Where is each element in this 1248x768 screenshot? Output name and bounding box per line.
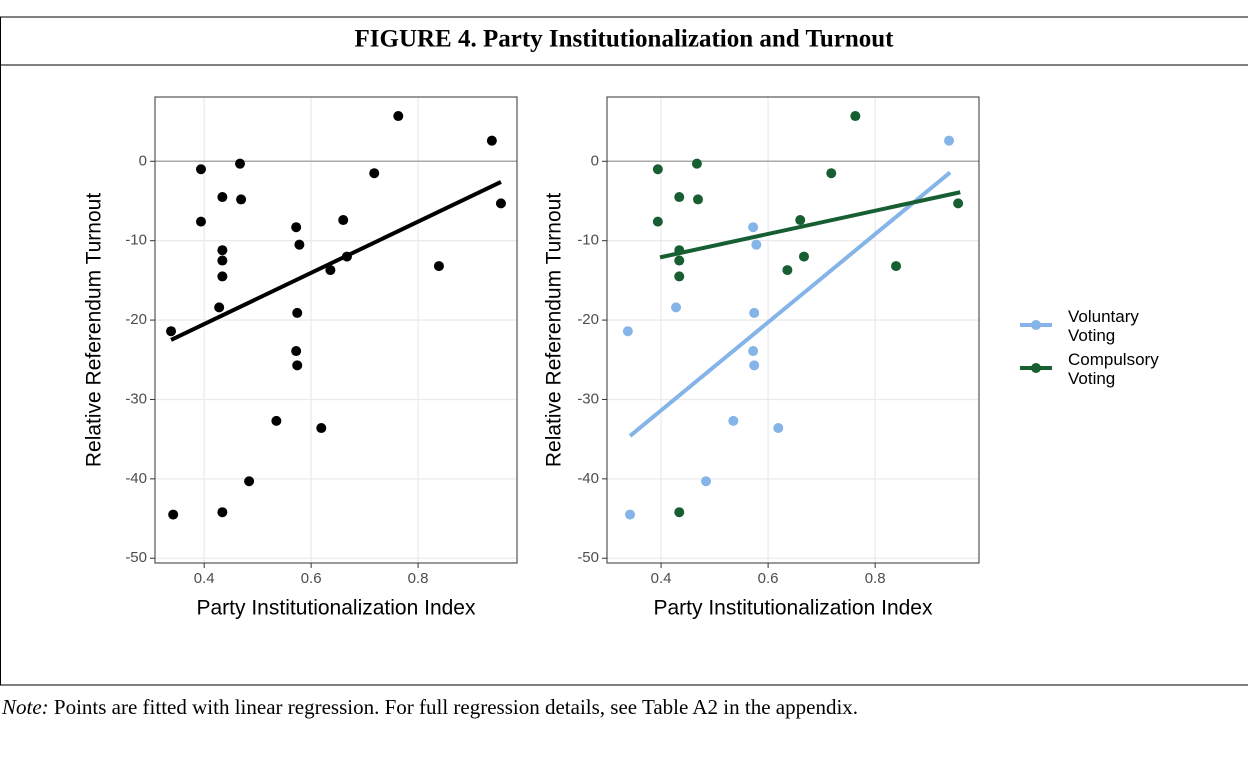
point bbox=[953, 198, 964, 209]
x-tick-label: 0.4 bbox=[651, 570, 672, 587]
y-axis-label: Relative Referendum Turnout bbox=[543, 193, 566, 467]
fit-line bbox=[170, 180, 502, 342]
figure-title: FIGURE 4. Party Institutionalization and… bbox=[355, 26, 895, 53]
point bbox=[291, 346, 302, 357]
point bbox=[701, 476, 712, 487]
point bbox=[674, 255, 685, 266]
point bbox=[691, 158, 702, 169]
point bbox=[622, 326, 633, 337]
point bbox=[671, 302, 682, 313]
point bbox=[316, 423, 327, 434]
x-axis-label: Party Institutionalization Index bbox=[197, 597, 476, 620]
plot-border bbox=[606, 96, 980, 564]
point bbox=[292, 307, 303, 318]
point bbox=[217, 245, 228, 256]
point bbox=[292, 360, 303, 371]
y-axis-label: Relative Referendum Turnout bbox=[83, 193, 106, 467]
point bbox=[433, 261, 444, 272]
y-tick-label: 0 bbox=[591, 152, 599, 169]
plot-border bbox=[154, 96, 518, 564]
point bbox=[217, 192, 228, 203]
point bbox=[166, 326, 177, 337]
point bbox=[850, 111, 861, 122]
legend-key-point bbox=[1031, 320, 1041, 330]
y-tick-label: -40 bbox=[125, 470, 147, 487]
fit-line bbox=[659, 190, 961, 260]
point bbox=[692, 194, 703, 205]
point bbox=[826, 168, 837, 179]
point bbox=[674, 507, 685, 518]
note-label: Note: bbox=[2, 695, 49, 719]
point bbox=[294, 239, 305, 250]
point bbox=[891, 261, 902, 272]
point bbox=[674, 192, 685, 203]
legend-label: Compulsory Voting bbox=[1068, 350, 1159, 388]
point bbox=[751, 239, 762, 250]
point bbox=[168, 509, 179, 520]
point bbox=[369, 168, 380, 179]
point bbox=[773, 423, 784, 434]
y-tick-label: -10 bbox=[125, 232, 147, 249]
point bbox=[782, 265, 793, 276]
y-tick-label: -10 bbox=[577, 232, 599, 249]
point bbox=[795, 215, 806, 226]
x-tick-label: 0.6 bbox=[758, 570, 779, 587]
y-tick-label: -50 bbox=[577, 549, 599, 566]
point bbox=[325, 265, 336, 276]
point bbox=[291, 222, 302, 233]
point bbox=[195, 216, 206, 227]
point bbox=[338, 215, 349, 226]
point bbox=[235, 158, 246, 169]
y-tick-label: -30 bbox=[577, 390, 599, 407]
y-tick-label: -40 bbox=[577, 470, 599, 487]
note-text: Points are fitted with linear regression… bbox=[53, 695, 859, 719]
point bbox=[652, 216, 663, 227]
point bbox=[195, 164, 206, 175]
point bbox=[749, 307, 760, 318]
point bbox=[271, 415, 282, 426]
point bbox=[748, 346, 759, 357]
point bbox=[217, 507, 228, 518]
point bbox=[749, 360, 760, 371]
x-tick-label: 0.6 bbox=[301, 570, 322, 587]
y-tick-label: -50 bbox=[125, 549, 147, 566]
x-tick-label: 0.8 bbox=[865, 570, 886, 587]
y-tick-label: 0 bbox=[139, 152, 147, 169]
point bbox=[244, 476, 255, 487]
point bbox=[674, 271, 685, 282]
y-tick-label: -20 bbox=[577, 311, 599, 328]
point bbox=[236, 194, 247, 205]
point bbox=[748, 222, 759, 233]
point bbox=[652, 164, 663, 175]
x-tick-label: 0.4 bbox=[194, 570, 215, 587]
fit-line bbox=[628, 170, 952, 438]
point bbox=[625, 509, 636, 520]
point bbox=[217, 255, 228, 266]
point bbox=[393, 111, 404, 122]
plot-background bbox=[155, 97, 517, 563]
x-axis-label: Party Institutionalization Index bbox=[654, 597, 933, 620]
point bbox=[495, 198, 506, 209]
point bbox=[214, 302, 225, 313]
point bbox=[217, 271, 228, 282]
y-tick-label: -30 bbox=[125, 390, 147, 407]
point bbox=[944, 135, 955, 146]
x-tick-label: 0.8 bbox=[408, 570, 429, 587]
point bbox=[486, 135, 497, 146]
point bbox=[798, 251, 809, 262]
note: Note: Points are fitted with linear regr… bbox=[2, 692, 1244, 722]
legend-label: Voluntary Voting bbox=[1068, 307, 1139, 345]
plot-background bbox=[607, 97, 979, 563]
legend-key-point bbox=[1031, 363, 1041, 373]
point bbox=[728, 415, 739, 426]
y-tick-label: -20 bbox=[125, 311, 147, 328]
